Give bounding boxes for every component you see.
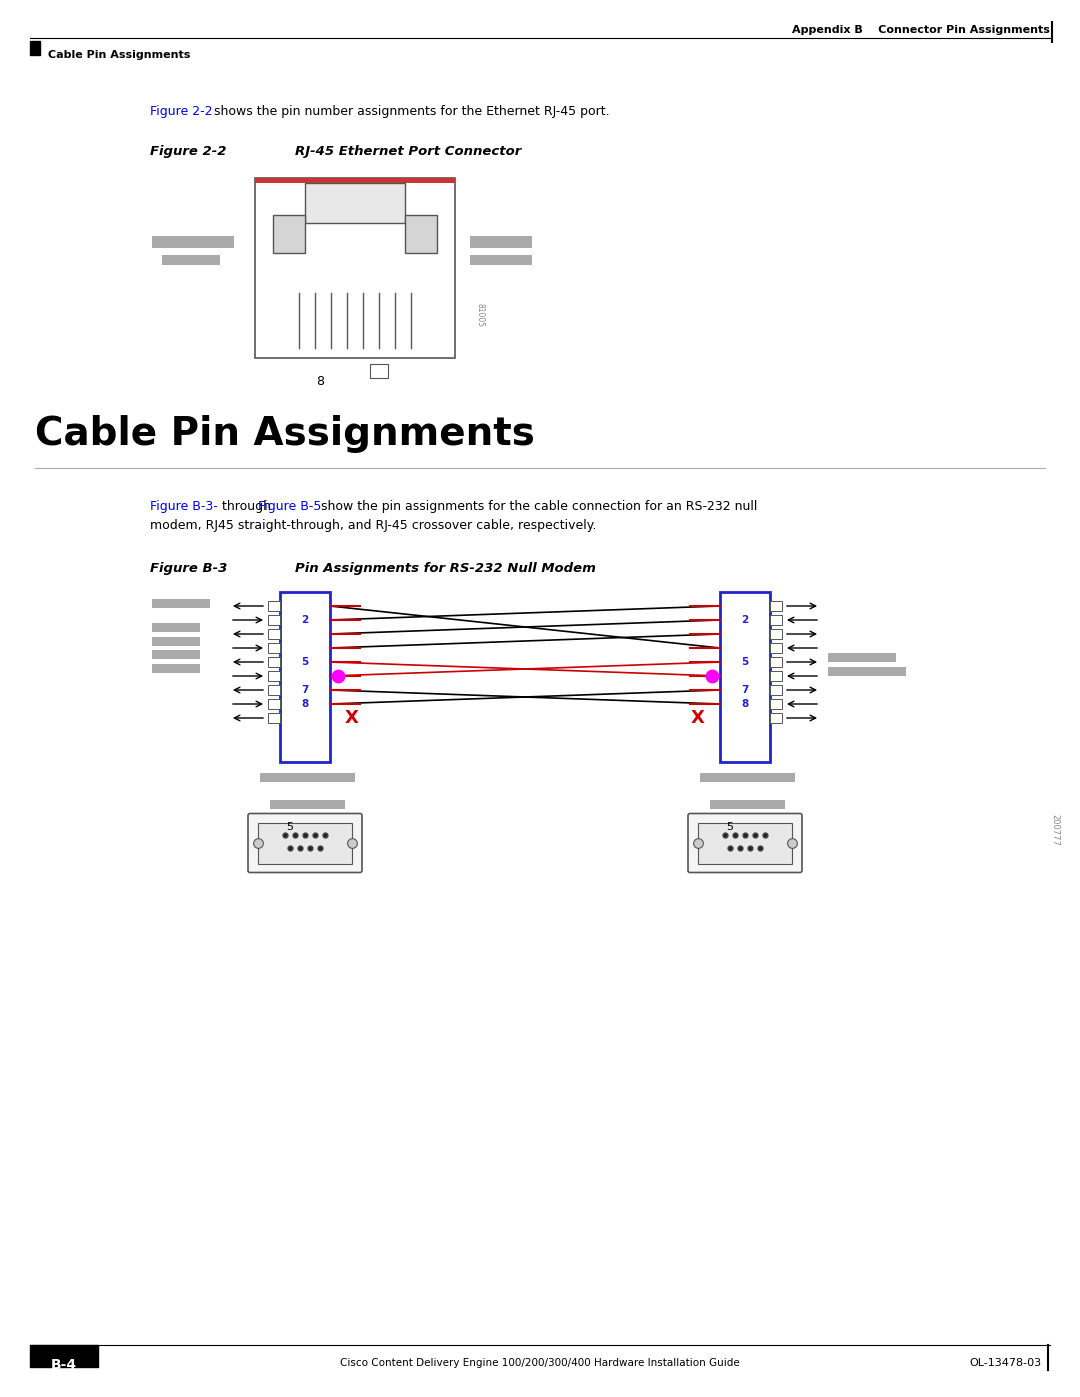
Bar <box>770 685 782 694</box>
Bar <box>268 671 280 680</box>
Bar <box>470 256 532 265</box>
Text: 8: 8 <box>741 698 748 710</box>
Bar <box>770 712 782 724</box>
Bar <box>828 652 896 662</box>
Bar <box>305 183 405 224</box>
Text: modem, RJ45 straight-through, and RJ-45 crossover cable, respectively.: modem, RJ45 straight-through, and RJ-45 … <box>150 520 596 532</box>
Bar <box>268 712 280 724</box>
Bar <box>770 615 782 624</box>
Bar <box>285 858 299 868</box>
Text: 7: 7 <box>301 685 309 694</box>
Bar <box>698 823 792 863</box>
Bar <box>152 637 200 645</box>
Bar <box>700 773 795 782</box>
Text: shows the pin number assignments for the Ethernet RJ-45 port.: shows the pin number assignments for the… <box>210 106 609 119</box>
Text: RJ-45 Ethernet Port Connector: RJ-45 Ethernet Port Connector <box>295 145 522 158</box>
Bar <box>270 800 345 809</box>
FancyBboxPatch shape <box>248 813 362 873</box>
Bar <box>280 592 330 761</box>
Bar <box>750 814 768 826</box>
Text: OL-13478-03: OL-13478-03 <box>970 1358 1042 1368</box>
Text: through: through <box>218 500 275 513</box>
Text: 7: 7 <box>741 685 748 694</box>
Bar <box>370 365 388 379</box>
Text: show the pin assignments for the cable connection for an RS-232 null: show the pin assignments for the cable c… <box>318 500 757 513</box>
Bar <box>273 215 305 253</box>
Text: Pin Assignments for RS-232 Null Modem: Pin Assignments for RS-232 Null Modem <box>295 562 596 576</box>
Bar <box>152 664 200 673</box>
Text: Figure B-3: Figure B-3 <box>150 562 228 576</box>
Bar <box>268 629 280 638</box>
Text: X: X <box>346 710 359 726</box>
Bar <box>30 1345 98 1368</box>
Bar <box>152 236 234 249</box>
Bar <box>260 773 355 782</box>
Bar <box>828 666 906 676</box>
Text: Cable Pin Assignments: Cable Pin Assignments <box>48 50 190 60</box>
Text: 200777: 200777 <box>1051 814 1059 847</box>
Bar <box>268 643 280 652</box>
Text: Cable Pin Assignments: Cable Pin Assignments <box>35 415 535 453</box>
Bar <box>152 650 200 659</box>
Text: 8: 8 <box>316 374 324 388</box>
Bar <box>770 601 782 610</box>
Bar <box>720 592 770 761</box>
Bar <box>268 601 280 610</box>
Text: B-4: B-4 <box>51 1358 77 1372</box>
Bar <box>313 858 327 868</box>
Bar <box>255 177 455 358</box>
Bar <box>770 698 782 710</box>
Text: 8: 8 <box>301 698 309 710</box>
Bar <box>770 643 782 652</box>
Text: 5: 5 <box>727 821 733 833</box>
Bar <box>30 41 40 54</box>
Text: 81005: 81005 <box>475 303 484 327</box>
Text: X: X <box>691 710 705 726</box>
Text: Appendix B    Connector Pin Assignments: Appendix B Connector Pin Assignments <box>792 25 1050 35</box>
Bar <box>268 615 280 624</box>
Bar <box>268 685 280 694</box>
Text: 5: 5 <box>301 657 309 666</box>
Bar <box>770 671 782 680</box>
Bar <box>258 823 352 863</box>
Text: Figure B-3-: Figure B-3- <box>150 500 218 513</box>
Bar <box>255 177 455 183</box>
Bar <box>152 599 210 608</box>
Bar <box>770 657 782 666</box>
Text: 5: 5 <box>741 657 748 666</box>
Bar <box>162 256 220 265</box>
Text: Figure 2-2: Figure 2-2 <box>150 145 227 158</box>
Bar <box>310 814 328 826</box>
Text: 5: 5 <box>286 821 294 833</box>
Text: Figure 2-2: Figure 2-2 <box>150 106 213 119</box>
Text: Figure B-5: Figure B-5 <box>258 500 322 513</box>
Bar <box>710 800 785 809</box>
Text: 2: 2 <box>741 615 748 624</box>
Text: Cisco Content Delivery Engine 100/200/300/400 Hardware Installation Guide: Cisco Content Delivery Engine 100/200/30… <box>340 1358 740 1368</box>
Bar <box>152 623 200 631</box>
Bar <box>753 858 767 868</box>
Bar <box>268 698 280 710</box>
Bar <box>470 236 532 249</box>
FancyBboxPatch shape <box>688 813 802 873</box>
Bar <box>405 215 437 253</box>
Text: 2: 2 <box>301 615 309 624</box>
Bar <box>770 629 782 638</box>
Bar <box>268 657 280 666</box>
Bar <box>725 858 739 868</box>
